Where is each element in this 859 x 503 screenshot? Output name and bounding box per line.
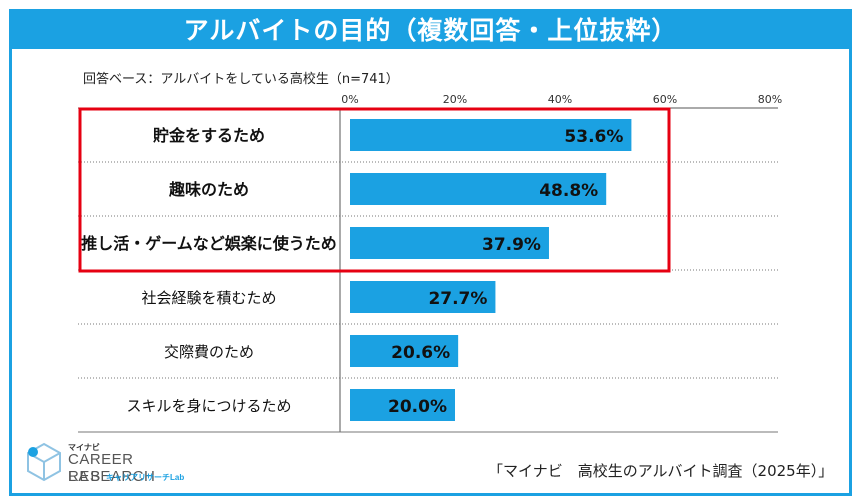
value-label: 27.7% (428, 289, 487, 309)
bar (350, 119, 632, 151)
x-tick-label: 0% (341, 93, 358, 106)
cube-logo-icon (27, 442, 61, 482)
category-label: 貯金をするため (153, 126, 265, 145)
bar (350, 173, 607, 205)
category-label: 交際費のため (164, 343, 254, 361)
x-tick-label: 60% (653, 93, 677, 106)
bar (350, 389, 455, 421)
category-label: 推し活・ゲームなど娯楽に使うため (81, 234, 337, 253)
source-citation: 「マイナビ 高校生のアルバイト調査（2025年）」 (488, 462, 834, 480)
category-label: スキルを身につけるため (126, 397, 291, 415)
highlight-box (78, 107, 671, 273)
logo-brand-small: マイナビ (68, 443, 100, 452)
x-tick-label: 80% (758, 93, 782, 106)
category-label: 趣味のため (168, 180, 249, 199)
value-label: 20.6% (391, 343, 450, 363)
value-label: 48.8% (539, 181, 598, 201)
bar (350, 281, 496, 313)
career-research-lab-logo: マイナビ CAREER RESEARCH LAB キャリアリサーチLab (22, 440, 212, 485)
logo-line2: LAB (68, 468, 103, 485)
value-label: 37.9% (482, 235, 541, 255)
base-note: 回答ベース：アルバイトをしている高校生（n=741） (83, 72, 399, 87)
chart-title: アルバイトの目的（複数回答・上位抜粋） (9, 9, 852, 49)
bar (350, 335, 459, 367)
value-label: 53.6% (564, 127, 623, 147)
category-label: 社会経験を積むため (141, 289, 276, 307)
value-label: 20.0% (388, 397, 447, 417)
bar (350, 227, 549, 259)
logo-line1: CAREER RESEARCH (68, 451, 156, 485)
x-tick-label: 40% (548, 93, 572, 106)
x-tick-label: 20% (443, 93, 467, 106)
logo-sub: キャリアリサーチLab (106, 473, 185, 482)
